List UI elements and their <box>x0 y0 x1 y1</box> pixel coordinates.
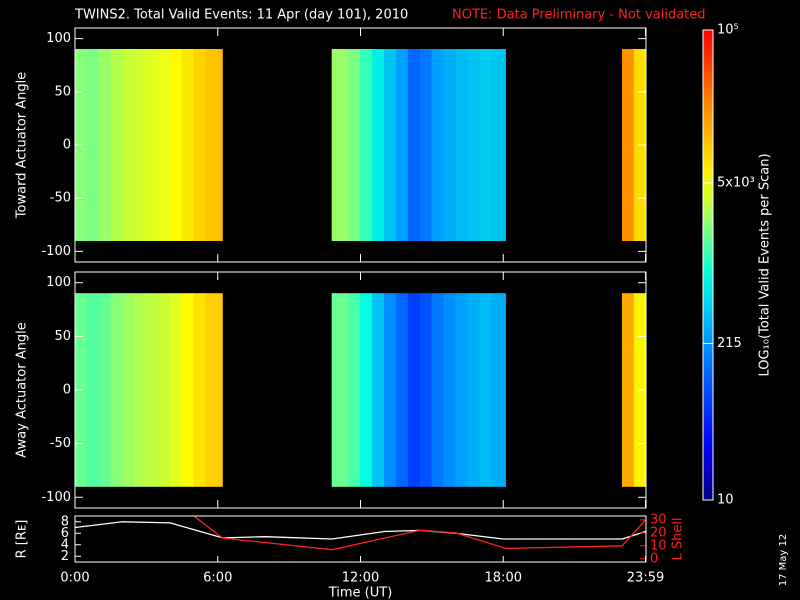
heatmap-cell <box>98 293 111 487</box>
panel-frame <box>74 271 647 509</box>
y-tick-label: 50 <box>54 84 71 99</box>
x-tick-label: 23:59 <box>627 571 664 586</box>
heatmap-cell <box>431 293 445 487</box>
x-tick-label: 18:00 <box>485 571 522 586</box>
heatmap-cell <box>455 49 468 241</box>
y-tick-label: 50 <box>54 329 71 344</box>
heatmap-cell <box>122 49 135 241</box>
heatmap-cell <box>372 293 385 487</box>
y-axis-label: Away Actuator Angle <box>15 322 30 457</box>
heatmap-cell <box>621 293 635 487</box>
y-tick-label: 100 <box>46 275 71 290</box>
heatmap-cell <box>443 293 456 487</box>
y-tick-label: 100 <box>46 31 71 46</box>
heatmap-cell <box>331 49 349 241</box>
heatmap-cell <box>407 293 421 487</box>
y2-tick-label: 20 <box>650 525 667 540</box>
y-tick-label: -100 <box>41 490 71 505</box>
y-tick-label: 8 <box>61 514 69 529</box>
panel-frame <box>74 27 647 263</box>
heatmap-cell <box>158 293 171 487</box>
heatmap-cell <box>169 49 183 241</box>
heatmap-cell <box>122 293 135 487</box>
heatmap-cell <box>360 49 373 241</box>
heatmap-cell <box>348 49 361 241</box>
y2-tick-label: 10 <box>650 538 667 553</box>
y-tick-label: -50 <box>50 436 71 451</box>
series-line <box>193 516 646 551</box>
heatmap-cell <box>395 49 409 241</box>
heatmap-cell <box>407 49 421 241</box>
colorbar-label: LOG₁₀(Total Valid Events per Scan) <box>758 153 773 376</box>
heatmap-cell <box>86 49 100 241</box>
x-axis-label: Time (UT) <box>328 586 393 600</box>
heatmap-cell <box>348 293 361 487</box>
heatmap-cell <box>479 49 492 241</box>
x-tick-label: 0:00 <box>60 571 89 586</box>
heatmap-cell <box>110 293 123 487</box>
panel-frame <box>74 515 647 563</box>
date-stamp: 17 May 12 <box>778 534 789 586</box>
heatmap-cell <box>193 293 207 487</box>
note: NOTE: Data Preliminary - Not validated <box>452 8 706 23</box>
heatmap-cell <box>621 49 635 241</box>
y-tick-label: -100 <box>41 244 71 259</box>
heatmap-cell <box>86 293 100 487</box>
y-tick-label: 4 <box>61 537 69 552</box>
heatmap-cell <box>205 49 219 241</box>
heatmap-cell <box>395 293 409 487</box>
colorbar <box>702 29 714 501</box>
x-tick-label: 6:00 <box>203 571 232 586</box>
y-tick-label: 2 <box>61 549 69 564</box>
colorbar-tick-label: 10⁵ <box>717 23 739 38</box>
y2-axis-label: L Shell <box>671 517 686 560</box>
y2-tick-label: 30 <box>650 512 667 527</box>
heatmap-cell <box>467 293 480 487</box>
heatmap-cell <box>467 49 480 241</box>
y-tick-label: 0 <box>63 383 71 398</box>
series-line <box>75 521 646 540</box>
heatmap-cell <box>146 293 159 487</box>
heatmap-cell <box>372 49 385 241</box>
title: TWINS2. Total Valid Events: 11 Apr (day … <box>74 8 408 23</box>
y-tick-label: 6 <box>61 526 69 541</box>
heatmap-cell <box>384 293 397 487</box>
colorbar-tick-label: 10 <box>717 493 734 508</box>
heatmap-cell <box>158 49 171 241</box>
heatmap-cell <box>217 293 223 487</box>
heatmap-cell <box>419 49 433 241</box>
heatmap-cell <box>384 49 397 241</box>
heatmap-cell <box>419 293 433 487</box>
y-axis-label: R [Rᴇ] <box>15 520 30 559</box>
heatmap-cell <box>479 293 492 487</box>
heatmap-cell <box>110 49 123 241</box>
heatmap-cell <box>98 49 111 241</box>
heatmap-cell <box>193 49 207 241</box>
heatmap-cell <box>491 49 506 241</box>
heatmap-cell <box>134 49 147 241</box>
heatmap-cell <box>217 49 223 241</box>
x-tick-label: 12:00 <box>342 571 379 586</box>
heatmap-cell <box>431 49 445 241</box>
y-axis-label: Toward Actuator Angle <box>15 72 30 219</box>
y-tick-label: 0 <box>63 138 71 153</box>
y2-tick-label: 0 <box>650 551 658 566</box>
heatmap-cell <box>455 293 468 487</box>
heatmap-cell <box>491 293 506 487</box>
heatmap-cell <box>134 293 147 487</box>
heatmap-cell <box>443 49 456 241</box>
colorbar-tick-label: 215 <box>717 336 742 351</box>
y-tick-label: -50 <box>50 191 71 206</box>
heatmap-cell <box>146 49 159 241</box>
heatmap-cell <box>360 293 373 487</box>
colorbar-tick-label: 5x10³ <box>717 175 755 190</box>
heatmap-cell <box>169 293 183 487</box>
heatmap-cell <box>181 49 195 241</box>
heatmap-cell <box>331 293 349 487</box>
heatmap-cell <box>181 293 195 487</box>
heatmap-cell <box>205 293 219 487</box>
